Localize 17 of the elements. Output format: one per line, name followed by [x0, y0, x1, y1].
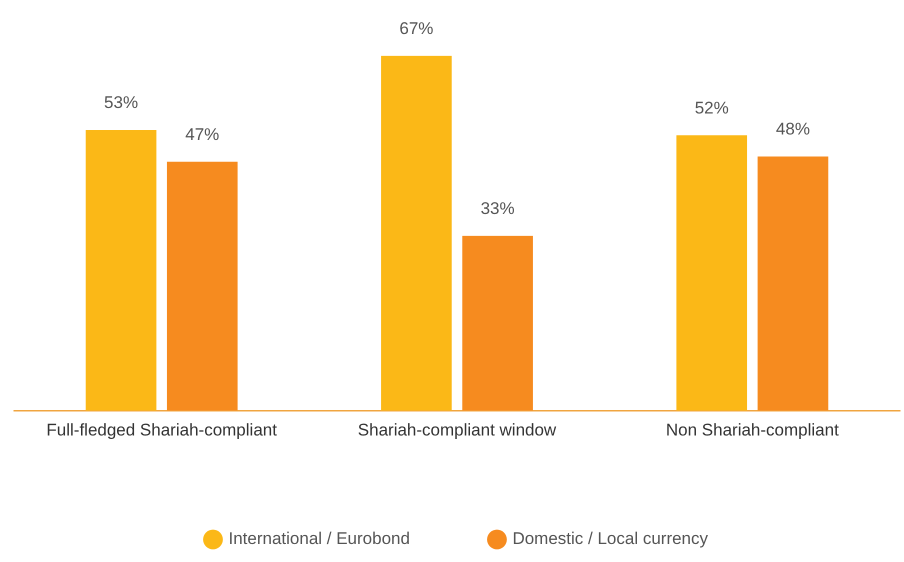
legend-label: International / Eurobond — [228, 529, 410, 548]
data-label: 53% — [104, 93, 138, 112]
x-tick-label: Non Shariah-compliant — [666, 420, 840, 440]
bar — [381, 56, 452, 411]
legend-label: Domestic / Local currency — [512, 529, 709, 548]
data-label: 33% — [480, 199, 515, 218]
data-label: 52% — [694, 98, 729, 118]
data-label: 47% — [185, 124, 220, 144]
bar — [758, 156, 828, 411]
data-label: 67% — [399, 19, 434, 38]
x-tick-label: Full-fledged Shariah-compliant — [46, 420, 278, 440]
bar — [676, 135, 748, 411]
bar — [86, 130, 156, 411]
bar — [462, 236, 533, 411]
data-label: 48% — [776, 120, 810, 139]
x-tick-label: Shariah-compliant window — [358, 420, 557, 440]
bar — [166, 162, 238, 411]
